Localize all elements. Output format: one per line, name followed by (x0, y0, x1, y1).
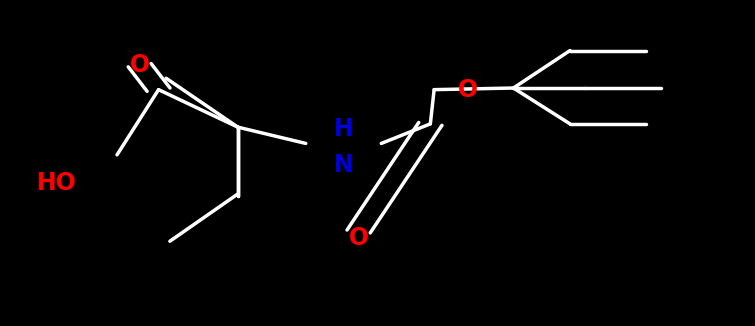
Text: HO: HO (37, 170, 76, 195)
Text: O: O (349, 226, 368, 250)
Text: N: N (334, 153, 353, 177)
Text: H: H (334, 117, 353, 141)
Text: O: O (458, 78, 478, 102)
Text: O: O (130, 53, 149, 77)
